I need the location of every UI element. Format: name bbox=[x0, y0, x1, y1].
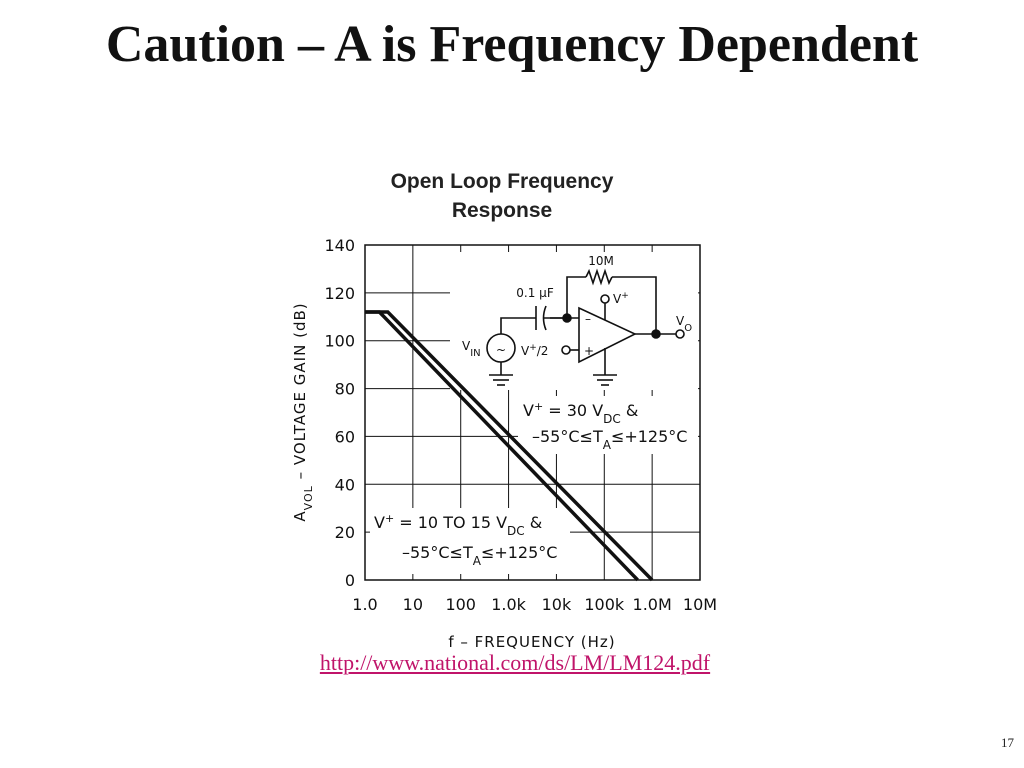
source-wire-top bbox=[500, 317, 518, 334]
resistor-symbol bbox=[585, 268, 613, 286]
y-tick-label: 100 bbox=[324, 332, 355, 351]
supply-terminal bbox=[600, 294, 610, 304]
source-symbol: ~ bbox=[496, 343, 506, 357]
annotation-low-line1: V+ = 10 TO 15 VDC & bbox=[374, 512, 542, 539]
annotation-high-line2: –55°C≤TA≤+125°C bbox=[532, 427, 687, 452]
x-tick-label: 1.0 bbox=[352, 595, 377, 614]
x-tick-label: 10k bbox=[542, 595, 572, 614]
capacitor-label: 0.1 µF bbox=[516, 286, 554, 300]
x-tick-label: 10 bbox=[403, 595, 423, 614]
x-axis-label: f – FREQUENCY (Hz) bbox=[448, 633, 615, 651]
vo-label: VO bbox=[676, 314, 692, 334]
y-tick-label: 20 bbox=[335, 523, 355, 542]
y-axis-label: AVOL – VOLTAGE GAIN (dB) bbox=[291, 302, 315, 521]
plot-frame bbox=[364, 244, 701, 581]
x-tick-label: 100 bbox=[445, 595, 476, 614]
x-tick-label: 1.0k bbox=[491, 595, 526, 614]
gain-curves bbox=[365, 310, 654, 582]
y-tick-label: 40 bbox=[335, 475, 355, 494]
y-tick-label: 80 bbox=[335, 380, 355, 399]
circuit-labels: 10M 0.1 µF V+ – + ~ VIN V+/2 VO bbox=[462, 254, 692, 359]
annotation-high-line1: V+ = 30 VDC & bbox=[523, 400, 638, 427]
y-tick-label: 140 bbox=[324, 236, 355, 255]
annotation-high-bg bbox=[518, 396, 698, 454]
annotation-low-line2: –55°C≤TA≤+125°C bbox=[402, 543, 557, 568]
vhalf-terminal bbox=[561, 345, 571, 355]
chart-title-line2: Response bbox=[452, 199, 552, 222]
open-loop-frequency-chart: Open Loop Frequency Response 0 20 40 60 80 10… bbox=[291, 170, 717, 651]
chart-title-line1: Open Loop Frequency bbox=[391, 170, 614, 193]
y-tick-label: 60 bbox=[335, 427, 355, 446]
output-terminal bbox=[675, 329, 685, 339]
annotation-low-bg bbox=[370, 508, 570, 574]
source-link[interactable]: http://www.national.com/ds/LM/LM124.pdf bbox=[319, 650, 711, 675]
page-number: 17 bbox=[1001, 735, 1014, 750]
y-axis-ticks: 0 20 40 60 80 100 120 140 bbox=[324, 236, 355, 590]
x-axis-ticks: 1.0 10 100 1.0k 10k 100k 1.0M 10M bbox=[352, 595, 717, 614]
test-circuit-diagram bbox=[450, 252, 698, 390]
x-tick-label: 1.0M bbox=[633, 595, 672, 614]
feedback-wire-right bbox=[612, 276, 657, 334]
vplus-label: V+ bbox=[613, 291, 629, 306]
vhalf-label: V+/2 bbox=[521, 343, 548, 358]
y-tick-label: 0 bbox=[345, 571, 355, 590]
feedback-wire bbox=[566, 276, 586, 318]
op-amp-triangle bbox=[578, 306, 637, 364]
plus-input-sign: + bbox=[584, 344, 594, 358]
x-tick-label: 10M bbox=[683, 595, 717, 614]
resistor-label: 10M bbox=[588, 254, 614, 268]
y-tick-label: 120 bbox=[324, 284, 355, 303]
x-tick-label: 100k bbox=[584, 595, 625, 614]
vin-label: VIN bbox=[462, 339, 481, 359]
minus-input-sign: – bbox=[585, 312, 591, 326]
gain-curve-2 bbox=[365, 310, 639, 582]
slide-title: Caution – A is Frequency Dependent bbox=[105, 16, 919, 73]
cap-plate-right bbox=[542, 305, 547, 331]
circuit-clear-area bbox=[450, 252, 698, 390]
output-node bbox=[651, 329, 661, 339]
